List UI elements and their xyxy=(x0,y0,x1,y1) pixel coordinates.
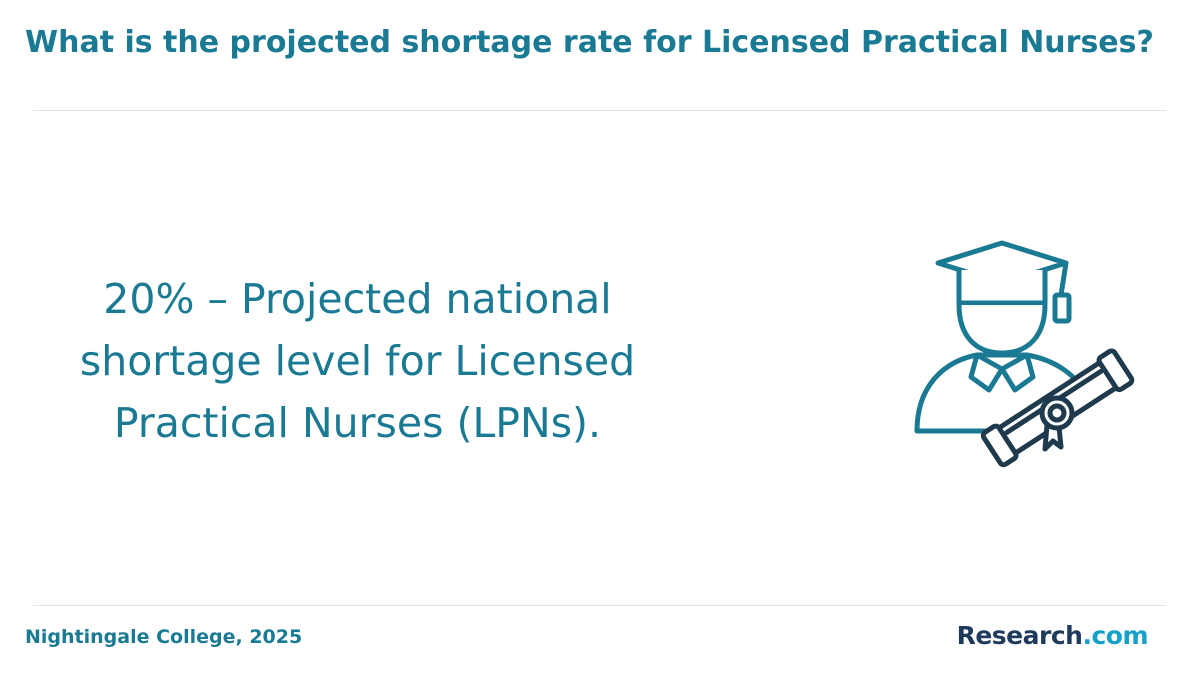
graduation-cap-icon xyxy=(935,240,1072,324)
page-title: What is the projected shortage rate for … xyxy=(25,25,1154,60)
logo-tld-text: .com xyxy=(1082,621,1148,650)
key-statistic-statement: 20% – Projected national shortage level … xyxy=(79,275,636,447)
source-citation: Nightingale College, 2025 xyxy=(25,626,303,648)
logo-brand-text: Research xyxy=(956,621,1083,650)
header-divider xyxy=(33,110,1166,111)
footer-divider xyxy=(33,605,1166,606)
diploma-icon xyxy=(980,348,1135,468)
graduate-with-diploma-icon xyxy=(905,235,1150,480)
head-shape xyxy=(956,302,1048,356)
research-com-logo: Research.com xyxy=(956,620,1149,652)
